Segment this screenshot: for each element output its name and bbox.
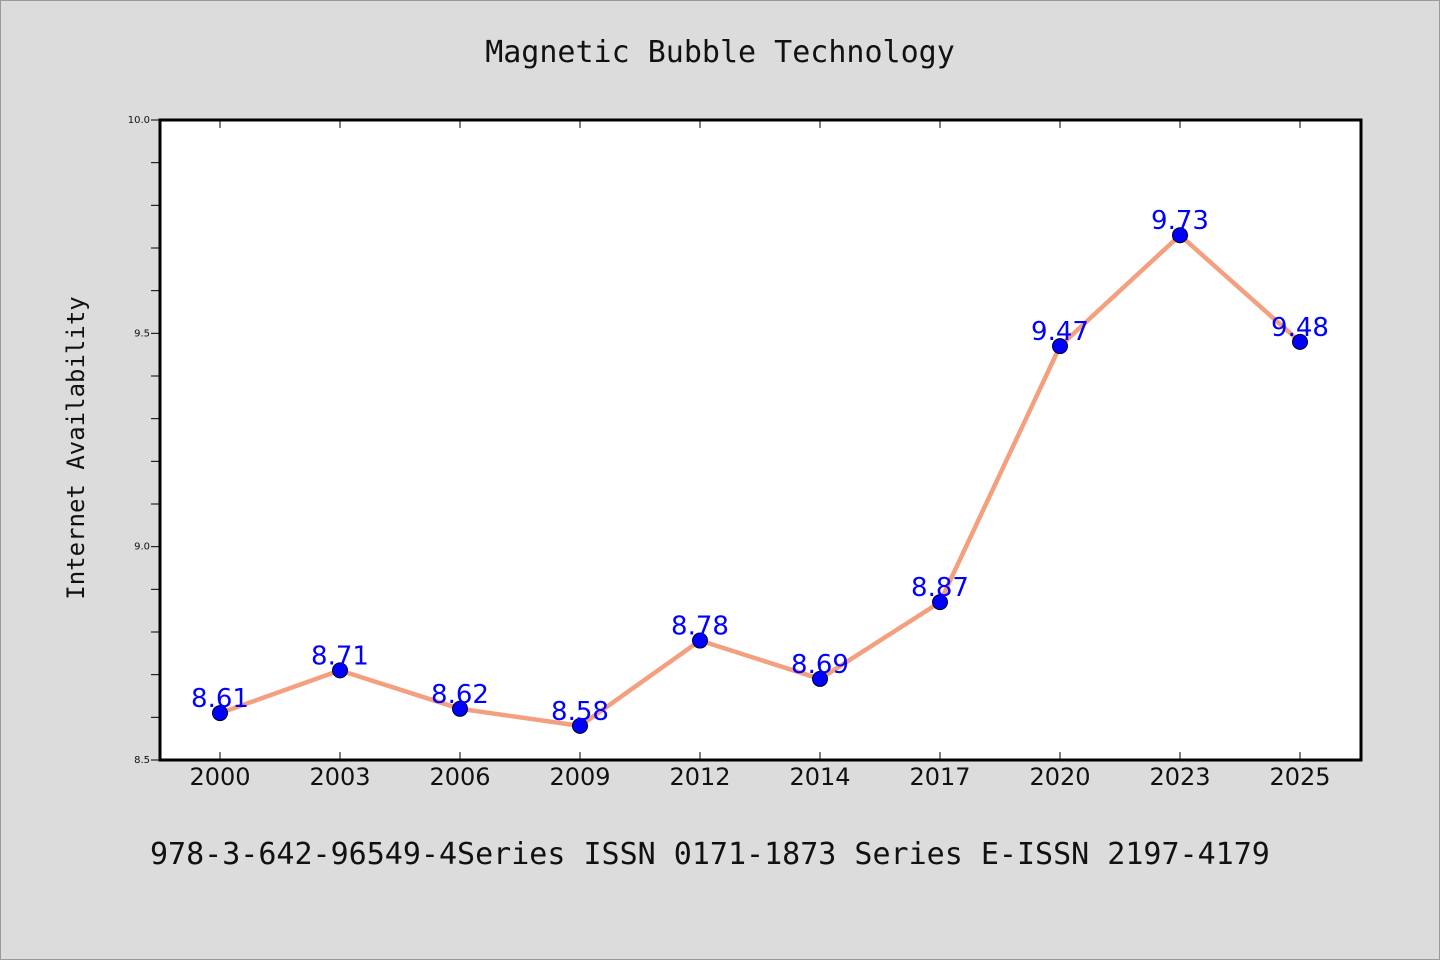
data-label: 8.78 — [671, 612, 729, 642]
x-tick-label: 2000 — [189, 763, 250, 791]
x-tick-label: 2025 — [1269, 763, 1330, 791]
y-axis-ticks: 8.5 9.0 9.5 10.0 — [128, 115, 160, 766]
x-tick-label: 2017 — [909, 763, 970, 791]
data-label: 8.87 — [911, 573, 969, 603]
data-label: 9.73 — [1151, 206, 1209, 236]
x-tick-label: 2006 — [429, 763, 490, 791]
data-point — [692, 632, 708, 649]
x-tick-label: 2020 — [1029, 763, 1090, 791]
x-tick-label: 2012 — [669, 763, 730, 791]
x-axis-ticks: 2000 2003 2006 2009 2012 2014 2017 2020 2023 2025 — [189, 120, 1331, 791]
data-label: 8.58 — [551, 697, 609, 727]
data-point — [1052, 338, 1068, 355]
data-point — [452, 700, 468, 717]
chart-title: Magnetic Bubble Technology — [485, 35, 955, 70]
data-label: 8.61 — [191, 684, 249, 714]
data-point — [812, 670, 828, 687]
x-tick-label: 2003 — [309, 763, 370, 791]
y-axis-label: Internet Availability — [62, 296, 90, 599]
series-line — [217, 232, 1303, 729]
plot-area — [158, 118, 1363, 762]
data-label: 9.48 — [1271, 313, 1329, 343]
data-label: 9.47 — [1031, 317, 1089, 347]
data-point — [572, 717, 588, 734]
footer-text: 978-3-642-96549-4Series ISSN 0171-1873 S… — [150, 837, 1270, 872]
y-tick-label: 8.5 — [134, 755, 150, 766]
data-label: 8.71 — [311, 641, 369, 671]
data-label: 8.69 — [791, 650, 849, 680]
x-tick-label: 2023 — [1149, 763, 1210, 791]
x-tick-label: 2009 — [549, 763, 610, 791]
y-tick-label: 9.5 — [134, 328, 150, 339]
x-tick-label: 2014 — [789, 763, 850, 791]
data-label: 8.62 — [431, 680, 489, 710]
y-tick-label: 10.0 — [128, 115, 150, 126]
series-data-ai: 8.61 8.71 8.62 8.58 8.78 8.69 8.87 9.47 9.73 9.48 — [191, 206, 1329, 734]
y-tick-label: 9.0 — [134, 542, 150, 553]
data-point — [1292, 333, 1308, 350]
data-point — [212, 705, 228, 722]
data-point — [932, 594, 948, 611]
data-point — [332, 662, 348, 679]
data-point — [1172, 227, 1188, 244]
